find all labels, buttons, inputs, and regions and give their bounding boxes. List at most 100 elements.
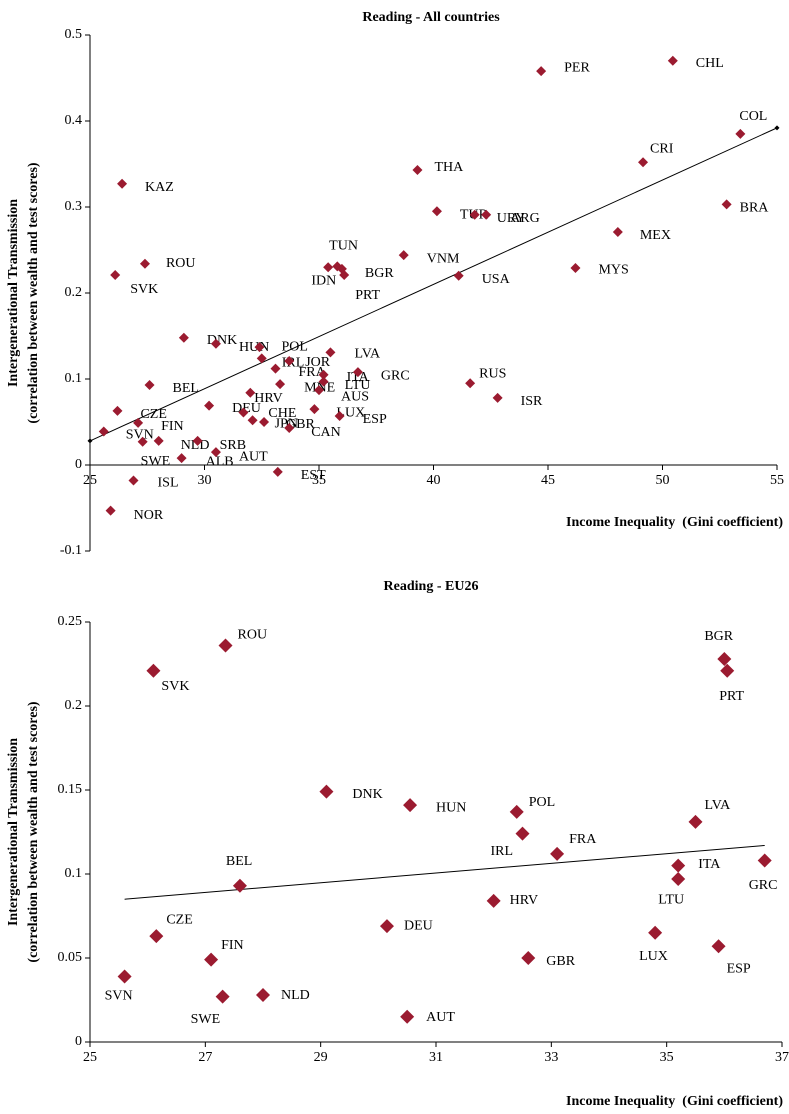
point-label: ROU xyxy=(166,256,196,271)
point xyxy=(638,157,649,168)
point-label: BEL xyxy=(173,381,199,396)
point xyxy=(309,404,320,415)
point-label: POL xyxy=(529,795,555,810)
x-tick-label: 50 xyxy=(656,473,670,488)
point xyxy=(204,400,215,411)
point xyxy=(146,663,161,678)
x-tick-label: 55 xyxy=(770,473,784,488)
point-label: PRT xyxy=(355,288,380,303)
point xyxy=(721,199,732,210)
point-label: FRA xyxy=(298,365,326,380)
point xyxy=(215,989,230,1004)
point xyxy=(570,263,581,274)
x-tick-label: 29 xyxy=(314,1050,328,1065)
point xyxy=(204,952,219,967)
point xyxy=(612,226,623,237)
x-tick-label: 35 xyxy=(312,473,326,488)
point xyxy=(112,405,123,416)
point xyxy=(379,919,394,934)
x-tick-label: 30 xyxy=(198,473,212,488)
point-label: BGR xyxy=(365,266,394,281)
point-label: ARG xyxy=(510,211,540,226)
point xyxy=(210,447,221,458)
point-label: AUS xyxy=(341,389,369,404)
point xyxy=(403,798,418,813)
point-label: FRA xyxy=(569,832,597,847)
point-label: SVK xyxy=(161,679,189,694)
point-label: LVA xyxy=(705,798,732,813)
x-tick-label: 25 xyxy=(83,1050,97,1065)
point xyxy=(218,638,233,653)
point xyxy=(314,385,324,396)
y-tick-label: 0.15 xyxy=(58,782,83,797)
point xyxy=(256,987,270,1002)
x-tick-label: 45 xyxy=(541,473,555,488)
y-tick-label: 0.2 xyxy=(65,698,83,713)
y-tick-label: 0 xyxy=(75,1034,82,1049)
point xyxy=(671,858,686,873)
point xyxy=(352,367,363,378)
y-tick-label: 0.05 xyxy=(58,950,83,965)
point-label: HRV xyxy=(254,391,282,406)
point-label: CHL xyxy=(696,56,724,71)
y-tick-label: -0.1 xyxy=(60,543,82,558)
point xyxy=(128,475,139,486)
point xyxy=(153,435,164,446)
point xyxy=(400,1009,415,1024)
point xyxy=(105,505,116,516)
x-tick-label: 27 xyxy=(198,1050,212,1065)
point-label: ROU xyxy=(238,628,268,643)
x-tick-label: 40 xyxy=(427,473,441,488)
point-label: FIN xyxy=(161,419,184,434)
point xyxy=(550,846,565,861)
point xyxy=(492,392,503,403)
point xyxy=(210,338,221,349)
point-label: SVN xyxy=(126,428,154,443)
point xyxy=(98,426,109,437)
point xyxy=(284,423,295,434)
point xyxy=(247,415,258,426)
point-label: GBR xyxy=(546,954,575,969)
x-tick-label: 25 xyxy=(83,473,97,488)
point-label: ITA xyxy=(698,857,721,872)
point-label: IDN xyxy=(311,274,336,289)
point-label: FIN xyxy=(221,938,244,953)
point xyxy=(232,878,247,893)
point xyxy=(412,165,423,176)
y-axis-label: Intergenerational Transmission xyxy=(6,199,21,387)
point-label: MYS xyxy=(598,262,628,277)
point xyxy=(465,378,476,389)
point xyxy=(256,353,267,364)
point-label: BRA xyxy=(740,201,770,216)
point-label: ALB xyxy=(206,454,234,469)
point xyxy=(469,209,480,220)
y-tick-label: 0.25 xyxy=(58,614,83,629)
point-label: CHE xyxy=(268,406,296,421)
point-label: LVA xyxy=(354,347,381,362)
chart-title: Reading - EU26 xyxy=(384,579,479,594)
point-label: USA xyxy=(482,272,511,287)
point xyxy=(319,784,334,799)
point xyxy=(176,453,187,464)
point xyxy=(667,55,678,66)
point xyxy=(318,376,329,387)
point xyxy=(144,380,155,391)
point-label: CRI xyxy=(650,141,674,156)
point xyxy=(648,925,663,940)
point-label: POL xyxy=(281,339,307,354)
point-label: GRC xyxy=(381,368,410,383)
point-label: NLD xyxy=(281,988,310,1003)
y-axis-label: (correlation between wealth and test sco… xyxy=(26,701,41,962)
point-label: DNK xyxy=(207,333,237,348)
point xyxy=(137,436,148,447)
point-label: HUN xyxy=(239,340,269,355)
point-label: NLD xyxy=(181,438,210,453)
point xyxy=(245,387,256,398)
point xyxy=(192,435,203,446)
point xyxy=(139,258,150,269)
point-label: ESP xyxy=(727,961,751,976)
point-label: DNK xyxy=(352,787,382,802)
point-label: ISR xyxy=(521,394,543,409)
point xyxy=(515,826,530,841)
